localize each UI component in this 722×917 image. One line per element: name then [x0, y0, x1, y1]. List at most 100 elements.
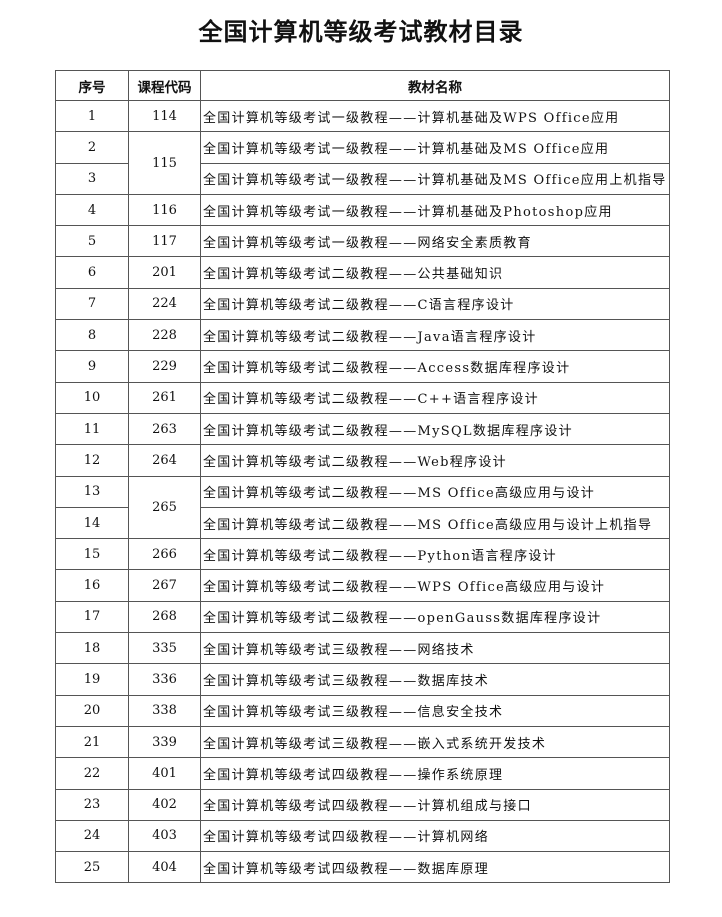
textbook-name: 全国计算机等级考试一级教程——计算机基础及Photoshop应用 — [200, 193, 670, 227]
row-number: 7 — [55, 287, 129, 321]
table-row: 10 261 全国计算机等级考试二级教程——C++语言程序设计 — [55, 381, 670, 414]
course-code: 264 — [128, 444, 201, 477]
course-code: 116 — [128, 193, 201, 227]
row-number: 23 — [55, 788, 129, 821]
textbook-name: 全国计算机等级考试二级教程——公共基础知识 — [200, 256, 670, 289]
header-no: 序号 — [55, 70, 129, 101]
row-number: 2 — [55, 131, 129, 164]
row-number: 22 — [55, 757, 129, 790]
header-name: 教材名称 — [200, 70, 670, 101]
table-row: 12 264 全国计算机等级考试二级教程——Web程序设计 — [55, 444, 670, 477]
textbook-name: 全国计算机等级考试二级教程——C语言程序设计 — [200, 287, 670, 321]
table-row: 1 114 全国计算机等级考试一级教程——计算机基础及WPS Office应用 — [55, 99, 670, 133]
textbook-name: 全国计算机等级考试三级教程——网络技术 — [200, 632, 670, 665]
row-number: 17 — [55, 600, 129, 634]
row-number: 18 — [55, 632, 129, 665]
course-code: 266 — [128, 538, 201, 571]
table-row: 4 116 全国计算机等级考试一级教程——计算机基础及Photoshop应用 — [55, 193, 670, 227]
table-row: 18 335 全国计算机等级考试三级教程——网络技术 — [55, 632, 670, 665]
textbook-name: 全国计算机等级考试四级教程——计算机网络 — [200, 819, 670, 853]
course-code: 115 — [128, 131, 201, 195]
row-number: 13 — [55, 475, 129, 508]
course-code: 339 — [128, 725, 201, 759]
textbook-name: 全国计算机等级考试一级教程——计算机基础及MS Office应用上机指导 — [200, 162, 670, 195]
row-number: 20 — [55, 694, 129, 727]
header-row: 序号 课程代码 教材名称 — [55, 70, 670, 101]
row-number: 4 — [55, 193, 129, 227]
row-number: 6 — [55, 256, 129, 289]
course-code: 404 — [128, 851, 201, 884]
course-code: 336 — [128, 663, 201, 696]
textbook-name: 全国计算机等级考试四级教程——计算机组成与接口 — [200, 788, 670, 821]
course-code: 338 — [128, 694, 201, 727]
course-code: 229 — [128, 350, 201, 383]
table-row: 19 336 全国计算机等级考试三级教程——数据库技术 — [55, 663, 670, 696]
course-code: 263 — [128, 412, 201, 446]
course-code: 224 — [128, 287, 201, 321]
table-row: 8 228 全国计算机等级考试二级教程——Java语言程序设计 — [55, 319, 670, 352]
row-number: 12 — [55, 444, 129, 477]
row-number: 15 — [55, 538, 129, 571]
table-row: 11 263 全国计算机等级考试二级教程——MySQL数据库程序设计 — [55, 412, 670, 446]
row-number: 19 — [55, 663, 129, 696]
course-code: 201 — [128, 256, 201, 289]
table-row: 22 401 全国计算机等级考试四级教程——操作系统原理 — [55, 757, 670, 790]
row-number: 11 — [55, 412, 129, 446]
textbook-name: 全国计算机等级考试二级教程——MySQL数据库程序设计 — [200, 412, 670, 446]
table-row: 6 201 全国计算机等级考试二级教程——公共基础知识 — [55, 256, 670, 289]
row-number: 1 — [55, 99, 129, 133]
textbook-table: 序号 课程代码 教材名称 1 114 全国计算机等级考试一级教程——计算机基础及WP… — [55, 70, 670, 884]
table-row: 15 266 全国计算机等级考试二级教程——Python语言程序设计 — [55, 538, 670, 571]
page-title: 全国计算机等级考试教材目录 — [198, 18, 524, 46]
row-number: 3 — [55, 162, 129, 195]
table-row: 13 265 全国计算机等级考试二级教程——MS Office高级应用与设计 — [55, 475, 670, 540]
textbook-name: 全国计算机等级考试二级教程——openGauss数据库程序设计 — [200, 600, 670, 634]
header-code: 课程代码 — [128, 70, 201, 101]
course-code: 402 — [128, 788, 201, 821]
textbook-name: 全国计算机等级考试二级教程——MS Office高级应用与设计 — [200, 475, 670, 508]
row-number: 21 — [55, 725, 129, 759]
course-code: 403 — [128, 819, 201, 853]
course-code: 265 — [128, 475, 201, 540]
table-row: 2 115 全国计算机等级考试一级教程——计算机基础及MS Office应用 — [55, 131, 670, 195]
table-row: 17 268 全国计算机等级考试二级教程——openGauss数据库程序设计 — [55, 600, 670, 634]
table-row: 21 339 全国计算机等级考试三级教程——嵌入式系统开发技术 — [55, 725, 670, 759]
row-number: 24 — [55, 819, 129, 853]
row-number: 8 — [55, 319, 129, 352]
row-number: 25 — [55, 851, 129, 884]
course-code: 335 — [128, 632, 201, 665]
textbook-name: 全国计算机等级考试三级教程——数据库技术 — [200, 663, 670, 696]
textbook-name: 全国计算机等级考试三级教程——信息安全技术 — [200, 694, 670, 727]
textbook-name: 全国计算机等级考试二级教程——Access数据库程序设计 — [200, 350, 670, 383]
course-code: 268 — [128, 600, 201, 634]
course-code: 114 — [128, 99, 201, 133]
table-row: 23 402 全国计算机等级考试四级教程——计算机组成与接口 — [55, 788, 670, 821]
table-row: 16 267 全国计算机等级考试二级教程——WPS Office高级应用与设计 — [55, 569, 670, 602]
textbook-name: 全国计算机等级考试二级教程——WPS Office高级应用与设计 — [200, 569, 670, 602]
row-number: 10 — [55, 381, 129, 414]
row-number: 9 — [55, 350, 129, 383]
row-number: 14 — [55, 506, 129, 540]
course-code: 228 — [128, 319, 201, 352]
textbook-name: 全国计算机等级考试三级教程——嵌入式系统开发技术 — [200, 725, 670, 759]
textbook-name: 全国计算机等级考试二级教程——Web程序设计 — [200, 444, 670, 477]
textbook-name: 全国计算机等级考试二级教程——MS Office高级应用与设计上机指导 — [200, 506, 670, 540]
row-number: 16 — [55, 569, 129, 602]
textbook-name: 全国计算机等级考试一级教程——计算机基础及WPS Office应用 — [200, 99, 670, 133]
textbook-name: 全国计算机等级考试四级教程——操作系统原理 — [200, 757, 670, 790]
table-row: 7 224 全国计算机等级考试二级教程——C语言程序设计 — [55, 287, 670, 321]
table-row: 20 338 全国计算机等级考试三级教程——信息安全技术 — [55, 694, 670, 727]
table-row: 25 404 全国计算机等级考试四级教程——数据库原理 — [55, 851, 670, 884]
course-code: 117 — [128, 225, 201, 258]
course-code: 267 — [128, 569, 201, 602]
textbook-name: 全国计算机等级考试一级教程——网络安全素质教育 — [200, 225, 670, 258]
textbook-name: 全国计算机等级考试一级教程——计算机基础及MS Office应用 — [200, 131, 670, 164]
row-number: 5 — [55, 225, 129, 258]
textbook-name: 全国计算机等级考试二级教程——C++语言程序设计 — [200, 381, 670, 414]
textbook-name: 全国计算机等级考试四级教程——数据库原理 — [200, 851, 670, 884]
table-row: 9 229 全国计算机等级考试二级教程——Access数据库程序设计 — [55, 350, 670, 383]
table-row: 24 403 全国计算机等级考试四级教程——计算机网络 — [55, 819, 670, 853]
table-row: 5 117 全国计算机等级考试一级教程——网络安全素质教育 — [55, 225, 670, 258]
course-code: 401 — [128, 757, 201, 790]
course-code: 261 — [128, 381, 201, 414]
